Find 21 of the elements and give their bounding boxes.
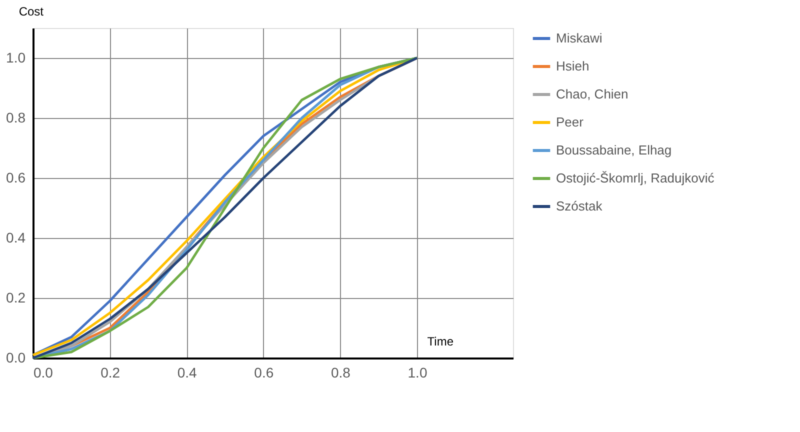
legend-label: Ostojić-Škomrlj, Radujković [556, 170, 715, 186]
x-tick-label: 0.6 [254, 364, 274, 380]
y-tick-label: 0.2 [6, 290, 26, 306]
legend-label: Szóstak [556, 198, 603, 214]
y-tick-label: 0.6 [6, 170, 26, 186]
y-tick-label: 0.4 [6, 230, 26, 246]
y-tick-label: 0.8 [6, 110, 26, 126]
x-tick-label: 0.4 [177, 364, 198, 380]
x-tick-label: 0.8 [330, 364, 351, 380]
x-axis-title: Time [427, 334, 454, 348]
y-axis-title: Cost [18, 4, 44, 18]
x-tick-label: 1.0 [408, 364, 428, 380]
legend-label: Chao, Chien [556, 86, 628, 102]
legend-label: Peer [556, 114, 584, 130]
x-tick-label: 0.2 [100, 364, 120, 380]
y-tick-label: 0.0 [6, 350, 26, 366]
y-tick-label: 1.0 [6, 50, 26, 66]
legend-label: Hsieh [556, 58, 590, 74]
x-tick-label: 0.0 [34, 364, 54, 380]
legend-label: Boussabaine, Elhag [556, 142, 672, 158]
legend-label: Miskawi [556, 30, 602, 46]
